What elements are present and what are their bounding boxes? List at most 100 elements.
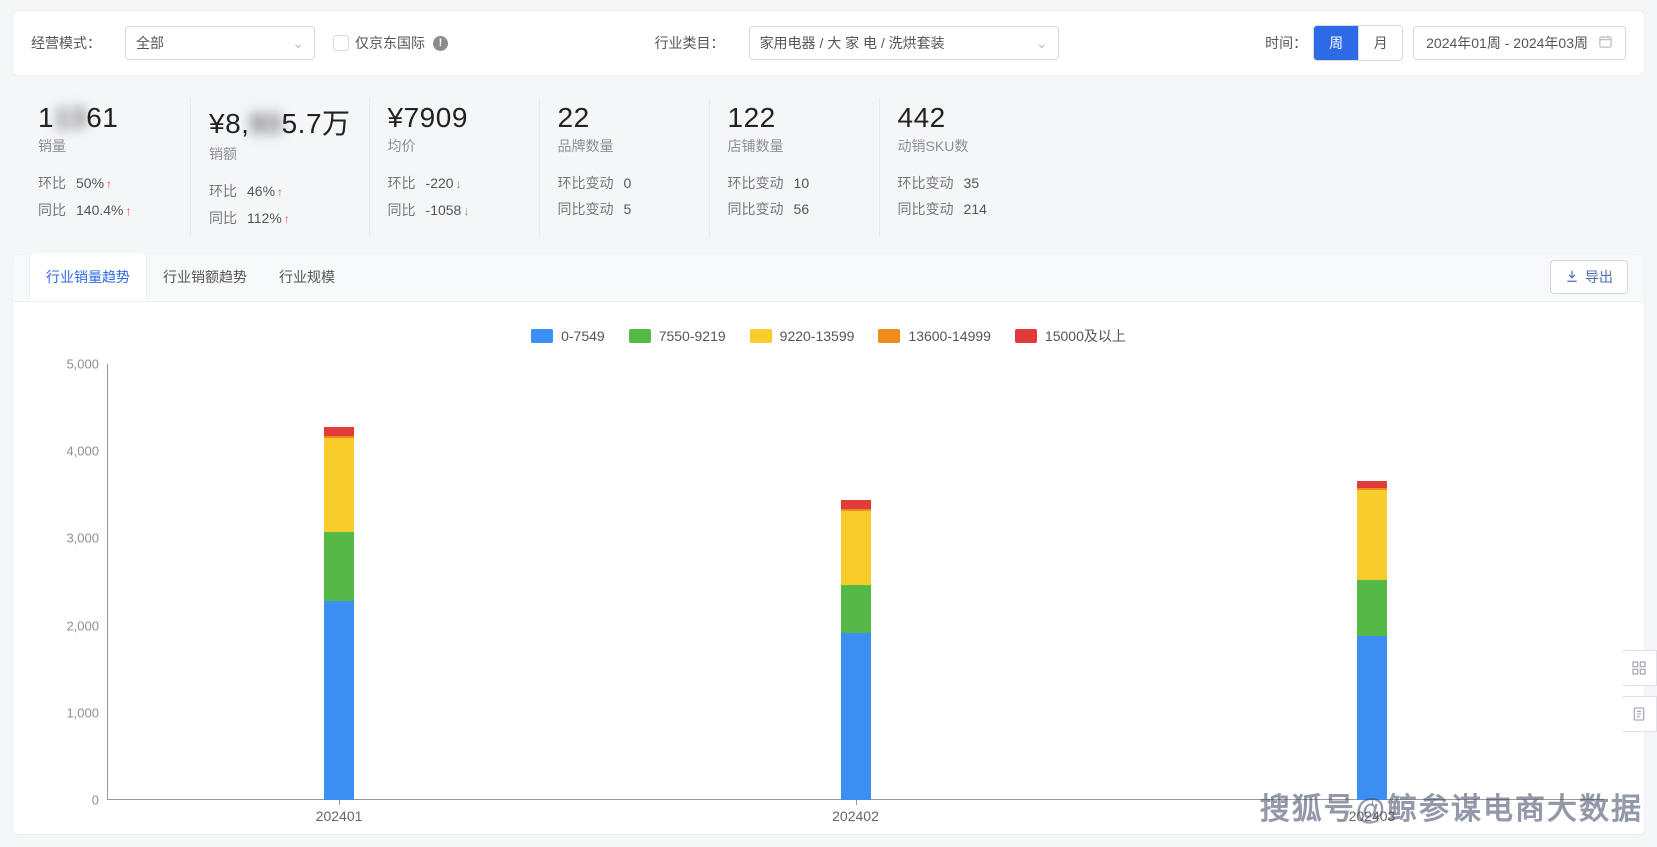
date-range-picker[interactable]: 2024年01周 - 2024年03周: [1413, 26, 1626, 60]
kpi-row: 同比112%↑: [209, 205, 351, 232]
kpi-row: 环比变动35: [898, 170, 1031, 196]
legend-label: 15000及以上: [1045, 326, 1126, 346]
chevron-down-icon: ⌄: [292, 35, 304, 52]
mode-select-value: 全部: [136, 33, 164, 53]
bar-segment: [841, 511, 871, 585]
doc-icon[interactable]: [1621, 696, 1657, 732]
kpi-value: 442: [898, 102, 1031, 134]
legend-swatch: [629, 329, 651, 343]
kpi-card: 11361销量环比50%↑同比140.4%↑: [20, 98, 190, 236]
bar-segment: [1357, 580, 1387, 636]
x-tick: [339, 800, 340, 805]
legend-item[interactable]: 13600-14999: [878, 326, 991, 346]
category-select-value: 家用电器 / 大 家 电 / 洗烘套装: [760, 33, 945, 53]
legend-swatch: [878, 329, 900, 343]
bar-segment: [841, 500, 871, 509]
kpi-value: 11361: [38, 102, 172, 134]
bar-segment: [1357, 636, 1387, 800]
chevron-down-icon: ⌄: [1036, 35, 1048, 52]
chart-wrap: 0-7549 7550-9219 9220-13599 13600-14999 1500…: [12, 302, 1645, 835]
kpi-row: 环比50%↑: [38, 170, 172, 197]
bar-segment: [841, 633, 871, 800]
kpi-row: 环比46%↑: [209, 178, 351, 205]
kpi-row: 同比变动5: [558, 196, 691, 222]
category-label: 行业类目：: [655, 33, 725, 53]
y-tick: 2,000: [43, 618, 99, 633]
bar-group[interactable]: [1357, 481, 1387, 800]
bar-segment: [324, 427, 354, 436]
bar-segment: [324, 532, 354, 601]
tab-2[interactable]: 行业规模: [263, 253, 351, 301]
mode-label: 经营模式：: [31, 33, 101, 53]
kpi-card: ¥8,935.7万销额环比46%↑同比112%↑: [190, 98, 369, 236]
legend-item[interactable]: 9220-13599: [750, 326, 855, 346]
seg-week[interactable]: 周: [1314, 26, 1358, 60]
legend-item[interactable]: 7550-9219: [629, 326, 726, 346]
y-tick: 3,000: [43, 531, 99, 546]
kpi-card: ¥7909均价环比-220↓同比-1058↓: [369, 98, 539, 236]
tabs-bar: 行业销量趋势行业销额趋势行业规模 导出: [12, 254, 1645, 302]
tab-0[interactable]: 行业销量趋势: [29, 253, 147, 301]
kpi-row: 环比变动10: [728, 170, 861, 196]
y-tick: 5,000: [43, 357, 99, 372]
only-jd-intl-label: 仅京东国际: [355, 33, 425, 53]
kpi-row: 环比变动0: [558, 170, 691, 196]
kpi-card: 22品牌数量环比变动0同比变动5: [539, 98, 709, 236]
legend-swatch: [750, 329, 772, 343]
bar-group[interactable]: [841, 500, 871, 800]
kpi-name: 销量: [38, 136, 172, 156]
legend-item[interactable]: 0-7549: [531, 326, 605, 346]
seg-month[interactable]: 月: [1358, 26, 1402, 60]
download-icon: [1565, 269, 1579, 286]
bar-segment: [1357, 490, 1387, 580]
mode-select[interactable]: 全部 ⌄: [125, 26, 315, 60]
bar-segment: [324, 601, 354, 800]
kpi-card: 442动销SKU数环比变动35同比变动214: [879, 98, 1049, 236]
kpi-card: 122店铺数量环比变动10同比变动56: [709, 98, 879, 236]
bar-segment: [324, 438, 354, 532]
side-gadgets: [1621, 650, 1657, 732]
kpi-row: 环比-220↓: [388, 170, 521, 197]
legend-item[interactable]: 15000及以上: [1015, 326, 1126, 346]
legend-swatch: [1015, 329, 1037, 343]
legend-label: 13600-14999: [908, 328, 991, 344]
bar-group[interactable]: [324, 427, 354, 800]
time-label: 时间：: [1265, 33, 1307, 53]
kpi-name: 店铺数量: [728, 136, 861, 156]
chart-legend: 0-7549 7550-9219 9220-13599 13600-14999 1500…: [43, 326, 1614, 346]
kpi-row: 同比变动214: [898, 196, 1031, 222]
export-button[interactable]: 导出: [1550, 260, 1628, 294]
legend-label: 7550-9219: [659, 328, 726, 344]
info-icon[interactable]: !: [433, 36, 448, 51]
tab-1[interactable]: 行业销额趋势: [147, 253, 263, 301]
x-tick: [856, 800, 857, 805]
kpi-name: 动销SKU数: [898, 136, 1031, 156]
checkbox-box: [333, 35, 349, 51]
calendar-icon: [1598, 34, 1613, 52]
kpi-name: 均价: [388, 136, 521, 156]
time-group: 时间： 周 月 2024年01周 - 2024年03周: [1265, 25, 1626, 61]
legend-label: 9220-13599: [780, 328, 855, 344]
x-label: 202401: [299, 808, 379, 824]
kpi-name: 品牌数量: [558, 136, 691, 156]
chart-panel: 行业销量趋势行业销额趋势行业规模 导出 0-7549 7550-9219 9220-…: [12, 254, 1645, 835]
only-jd-intl-checkbox[interactable]: 仅京东国际 !: [333, 33, 448, 53]
kpi-row: 同比-1058↓: [388, 197, 521, 224]
grid-icon[interactable]: [1621, 650, 1657, 686]
y-axis: [107, 364, 108, 800]
y-tick: 1,000: [43, 705, 99, 720]
x-label: 202403: [1332, 808, 1412, 824]
y-tick: 4,000: [43, 444, 99, 459]
kpi-row: 同比140.4%↑: [38, 197, 172, 224]
category-select[interactable]: 家用电器 / 大 家 电 / 洗烘套装 ⌄: [749, 26, 1059, 60]
legend-swatch: [531, 329, 553, 343]
date-range-value: 2024年01周 - 2024年03周: [1426, 33, 1588, 53]
kpi-row: 同比变动56: [728, 196, 861, 222]
chart-plot: 01,0002,0003,0004,0005,00020240120240220…: [107, 364, 1604, 824]
kpi-value: ¥7909: [388, 102, 521, 134]
x-label: 202402: [816, 808, 896, 824]
kpi-value: ¥8,935.7万: [209, 102, 351, 142]
kpi-value: 22: [558, 102, 691, 134]
x-tick: [1372, 800, 1373, 805]
kpi-name: 销额: [209, 144, 351, 164]
